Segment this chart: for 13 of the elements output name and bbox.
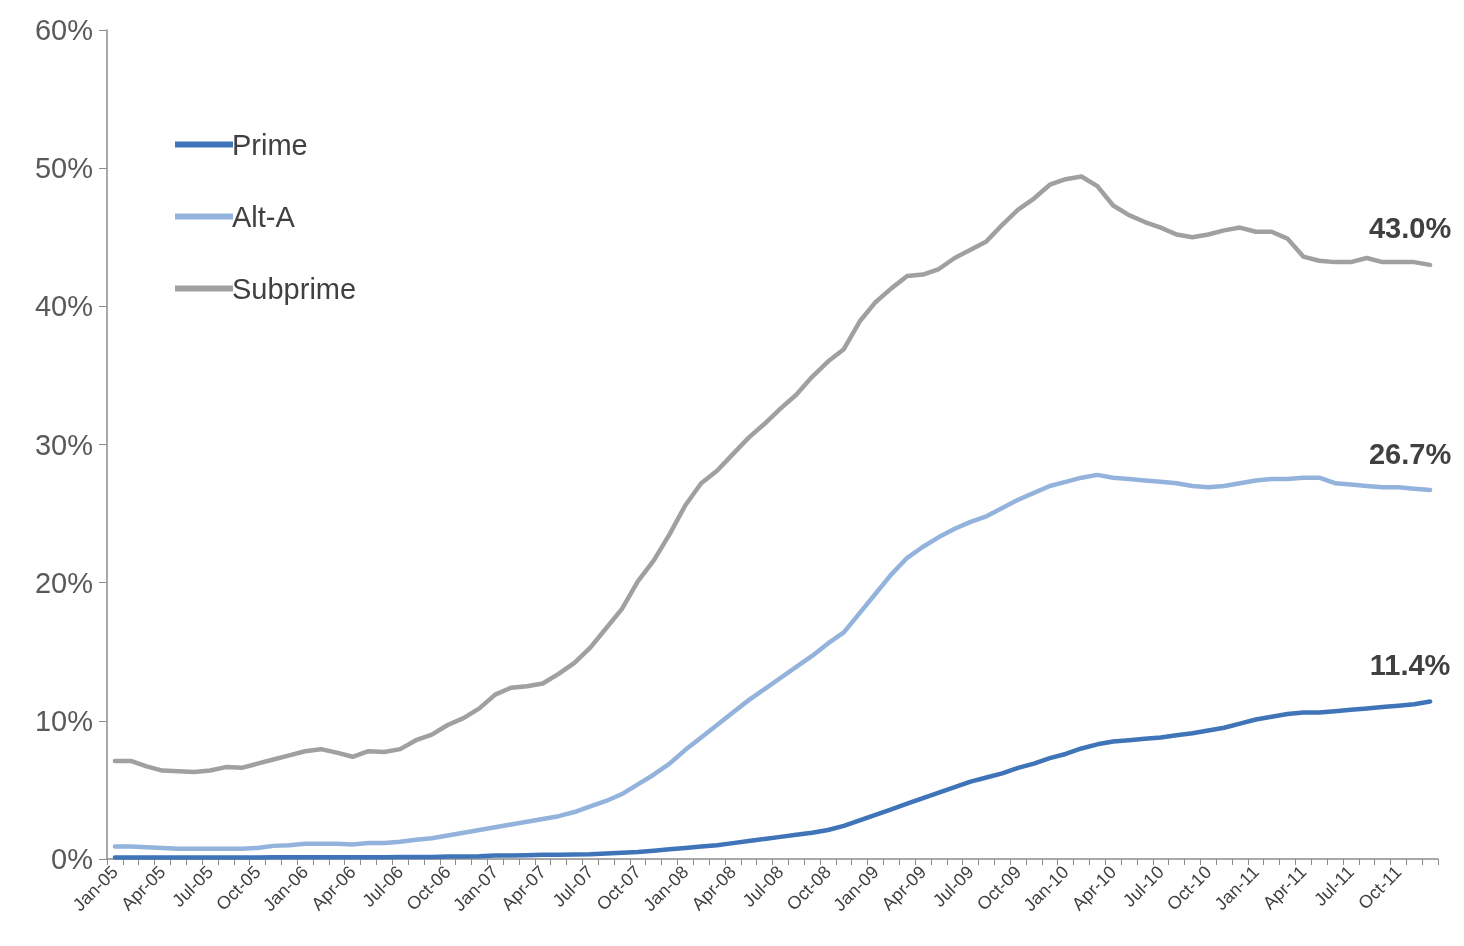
line-series xyxy=(112,699,1433,860)
y-tick-label: 50% xyxy=(34,152,93,185)
y-tick-label: 40% xyxy=(34,290,93,323)
y-tick-label: 10% xyxy=(34,704,93,737)
y-tick-label: 60% xyxy=(34,14,93,46)
legend-label: Prime xyxy=(232,128,308,161)
data-label: 11.4% xyxy=(1369,648,1451,681)
y-tick-label: 30% xyxy=(34,428,93,461)
data-label: 26.7% xyxy=(1368,437,1452,470)
legend-label: Subprime xyxy=(232,272,357,305)
data-label: 43.0% xyxy=(1368,212,1452,245)
y-tick-label: 20% xyxy=(34,566,93,599)
legend-label: Alt-A xyxy=(232,200,296,233)
